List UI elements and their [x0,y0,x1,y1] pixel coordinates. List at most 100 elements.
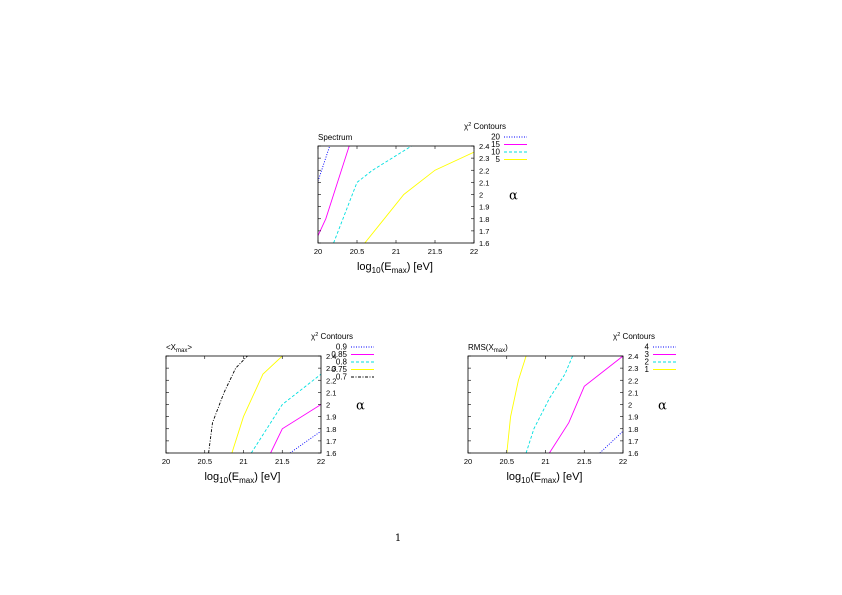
y-tick-label: 2.4 [326,352,336,361]
x-tick-label: 22 [619,457,627,466]
x-tick-label: 21.5 [275,457,290,466]
series-line-10 [333,146,412,243]
y-tick-label: 1.6 [479,239,489,248]
y-tick-label: 2.4 [479,142,489,151]
x-axis-ticks: 20 20.5 21 21.5 22 [314,146,478,256]
y-tick-label: 2.2 [628,376,638,385]
legend-title: χ2 Contours [464,122,506,131]
series-line-0-85 [270,404,321,453]
x-axis-label: log10(Emax) [eV] [357,261,433,275]
series-line-0-75 [231,356,283,453]
y-tick-label: 1.6 [628,449,638,458]
y-tick-label: 2.1 [326,388,336,397]
x-axis-label: log10(Emax) [eV] [204,471,280,485]
series-line-1 [506,356,527,453]
x-tick-label: 21 [392,247,400,256]
x-tick-label: 21.5 [577,457,592,466]
y-tick-label: 2.1 [628,388,638,397]
x-tick-label: 20.5 [197,457,212,466]
y-axis-label: α [658,399,667,414]
series-lines [506,356,623,453]
series-line-4 [599,430,623,453]
legend-entry-label: 0.85 [331,350,347,359]
x-axis-label: log10(Emax) [eV] [506,471,582,485]
y-tick-label: 1.7 [326,437,336,446]
x-tick-label: 20.5 [350,247,365,256]
legend-entry-label: 0.8 [336,358,348,367]
series-lines [208,356,321,453]
series-line-2 [525,356,574,453]
series-line-0-8 [250,373,321,453]
legend-entry-label: 0.7 [336,373,348,382]
y-tick-label: 1.6 [326,449,336,458]
legend-entry-label: 4 [645,343,650,352]
series-line-20 [318,146,331,182]
y-tick-label: 2.2 [479,166,489,175]
y-tick-label: 1.8 [628,425,638,434]
plot-title: <Xmax> [166,343,192,354]
legend-entry-label: 0.9 [336,343,348,352]
y-axis-label: α [509,189,518,204]
y-axis-ticks: 1.6 1.7 1.8 1.9 2 2.1 2.2 2.3 2.4 [468,352,638,458]
x-tick-label: 21 [239,457,247,466]
series-line-0-7 [208,356,248,453]
plot-title: RMS(Xmax) [468,343,508,354]
y-axis-label: α [356,399,365,414]
x-tick-label: 21 [541,457,549,466]
plot-frame [165,355,322,454]
page-number: 1 [394,533,402,544]
series-line-5 [364,151,474,243]
legend-entry-label: 3 [645,350,650,359]
y-tick-label: 1.9 [479,203,489,212]
y-tick-label: 1.8 [326,425,336,434]
x-axis-ticks: 20 20.5 21 21.5 22 [162,356,325,466]
legend-entry-label: 2 [645,358,650,367]
y-axis-ticks: 1.6 1.7 1.8 1.9 2 2.1 2.2 2.3 2.4 [318,142,489,248]
series-line-3 [549,356,623,453]
y-tick-label: 2.3 [326,364,336,373]
plot-title: Spectrum [318,133,353,142]
x-tick-label: 20 [314,247,322,256]
y-tick-label: 2.3 [479,154,489,163]
y-tick-label: 2.3 [628,364,638,373]
y-tick-label: 1.9 [326,413,336,422]
x-tick-label: 21.5 [428,247,443,256]
y-axis-ticks: 1.6 1.7 1.8 1.9 2 2.1 2.2 2.3 2.4 [166,352,336,458]
y-tick-label: 1.8 [479,215,489,224]
y-tick-label: 1.9 [628,413,638,422]
x-tick-label: 20.5 [499,457,514,466]
x-axis-ticks: 20 20.5 21 21.5 22 [464,356,627,466]
y-tick-label: 1.7 [628,437,638,446]
legend-entry-label: 15 [491,140,500,149]
series-line-0-9 [289,430,321,453]
legend-entry-label: 5 [496,155,501,164]
legend: χ2 Contours 0.90.850.80.750.7 [311,332,374,382]
series-line-15 [318,146,350,236]
series-lines [318,146,474,243]
y-tick-label: 2 [479,191,483,200]
x-tick-label: 20 [162,457,170,466]
legend-title: χ2 Contours [613,332,655,341]
legend-entry-label: 10 [491,148,500,157]
legend-title: χ2 Contours [311,332,353,341]
y-tick-label: 2 [628,401,632,410]
legend-entry-label: 0.75 [331,365,347,374]
plot-frame [317,145,475,244]
x-tick-label: 22 [470,247,478,256]
y-tick-label: 2 [326,401,330,410]
y-tick-label: 2.2 [326,376,336,385]
chart-panel-1: Spectrum 20 20.5 21 21.5 221.6 1.7 1.8 1.9 2 2.1 2.… [314,122,527,275]
legend-entry-label: 20 [491,133,500,142]
y-tick-label: 2.1 [479,178,489,187]
chart-panel-2: <Xmax>20 20.5 21 21.5 221.61.71.81.922.12.22… [162,332,374,485]
legend-entry-label: 1 [645,365,650,374]
chart-panel-3: RMS(Xmax)20 20.5 21 21.5 221.61.71.81.922.12… [464,332,676,485]
x-tick-label: 20 [464,457,472,466]
y-tick-label: 2.4 [628,352,638,361]
x-tick-label: 22 [317,457,325,466]
plot-frame [467,355,624,454]
y-tick-label: 1.7 [479,227,489,236]
